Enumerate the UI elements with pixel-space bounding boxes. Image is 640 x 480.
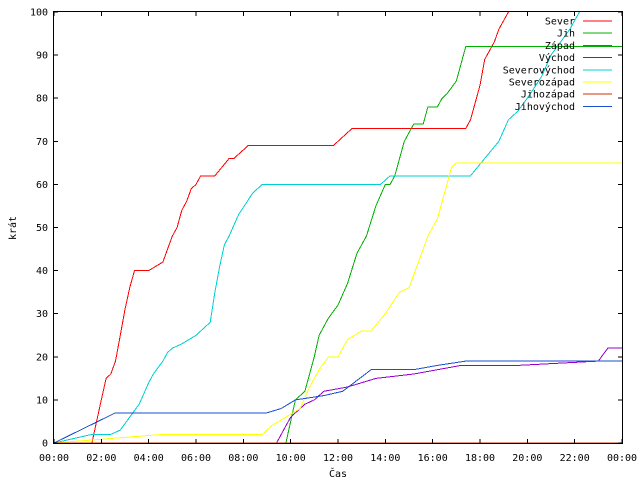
y-tick-label: 90 xyxy=(36,51,48,62)
y-tick-label: 60 xyxy=(36,180,48,191)
series-line-8 xyxy=(53,360,622,444)
plot-frame xyxy=(53,11,623,444)
tick-layer: 00:00 02:00 04:00 06:00 08:00 10:00 12:00 14:00… xyxy=(30,8,637,465)
legend-label-4: Východ xyxy=(539,52,575,64)
x-tick-label: 00:00 xyxy=(39,453,69,464)
series-line-5 xyxy=(53,11,580,444)
legend-label-2: Jih xyxy=(557,29,575,40)
x-tick-label: 22:00 xyxy=(560,453,590,464)
y-axis-title: krát xyxy=(7,216,19,240)
x-axis-title: Čas xyxy=(329,467,347,480)
y-tick-label: 30 xyxy=(36,309,48,320)
legend-label-3: Západ xyxy=(545,40,575,52)
x-tick-label: 10:00 xyxy=(276,453,306,464)
x-tick-label: 02:00 xyxy=(86,453,116,464)
y-tick-label: 40 xyxy=(36,266,48,277)
x-tick-label: 00:00 xyxy=(607,453,637,464)
y-tick-label: 20 xyxy=(36,352,48,363)
y-tick-label: 0 xyxy=(42,439,48,450)
y-tick-label: 80 xyxy=(36,94,48,105)
x-tick-label: 14:00 xyxy=(370,453,400,464)
x-tick-label: 04:00 xyxy=(134,453,164,464)
y-tick-label: 10 xyxy=(36,395,48,406)
x-tick-label: 16:00 xyxy=(418,453,448,464)
x-tick-label: 08:00 xyxy=(228,453,258,464)
legend-label-8: Jihovýchod xyxy=(515,101,575,113)
legend-label-1: Sever xyxy=(545,17,575,28)
x-tick-label: 12:00 xyxy=(323,453,353,464)
y-tick-label: 50 xyxy=(36,223,48,234)
series-line-4 xyxy=(54,347,622,444)
legend: SeverJihZápadVýchodSeverovýchodSeverozáp… xyxy=(503,17,612,113)
legend-label-6: Severozápad xyxy=(509,77,575,89)
series-line-1 xyxy=(54,11,509,444)
series-line-6 xyxy=(53,162,622,444)
series-line-2 xyxy=(54,46,622,444)
y-tick-label: 100 xyxy=(30,8,48,19)
legend-label-7: Jihozápad xyxy=(521,89,575,101)
legend-label-5: Severovýchod xyxy=(503,64,575,76)
x-tick-label: 06:00 xyxy=(181,453,211,464)
x-tick-label: 20:00 xyxy=(512,453,542,464)
x-tick-label: 18:00 xyxy=(465,453,495,464)
y-tick-label: 70 xyxy=(36,137,48,148)
